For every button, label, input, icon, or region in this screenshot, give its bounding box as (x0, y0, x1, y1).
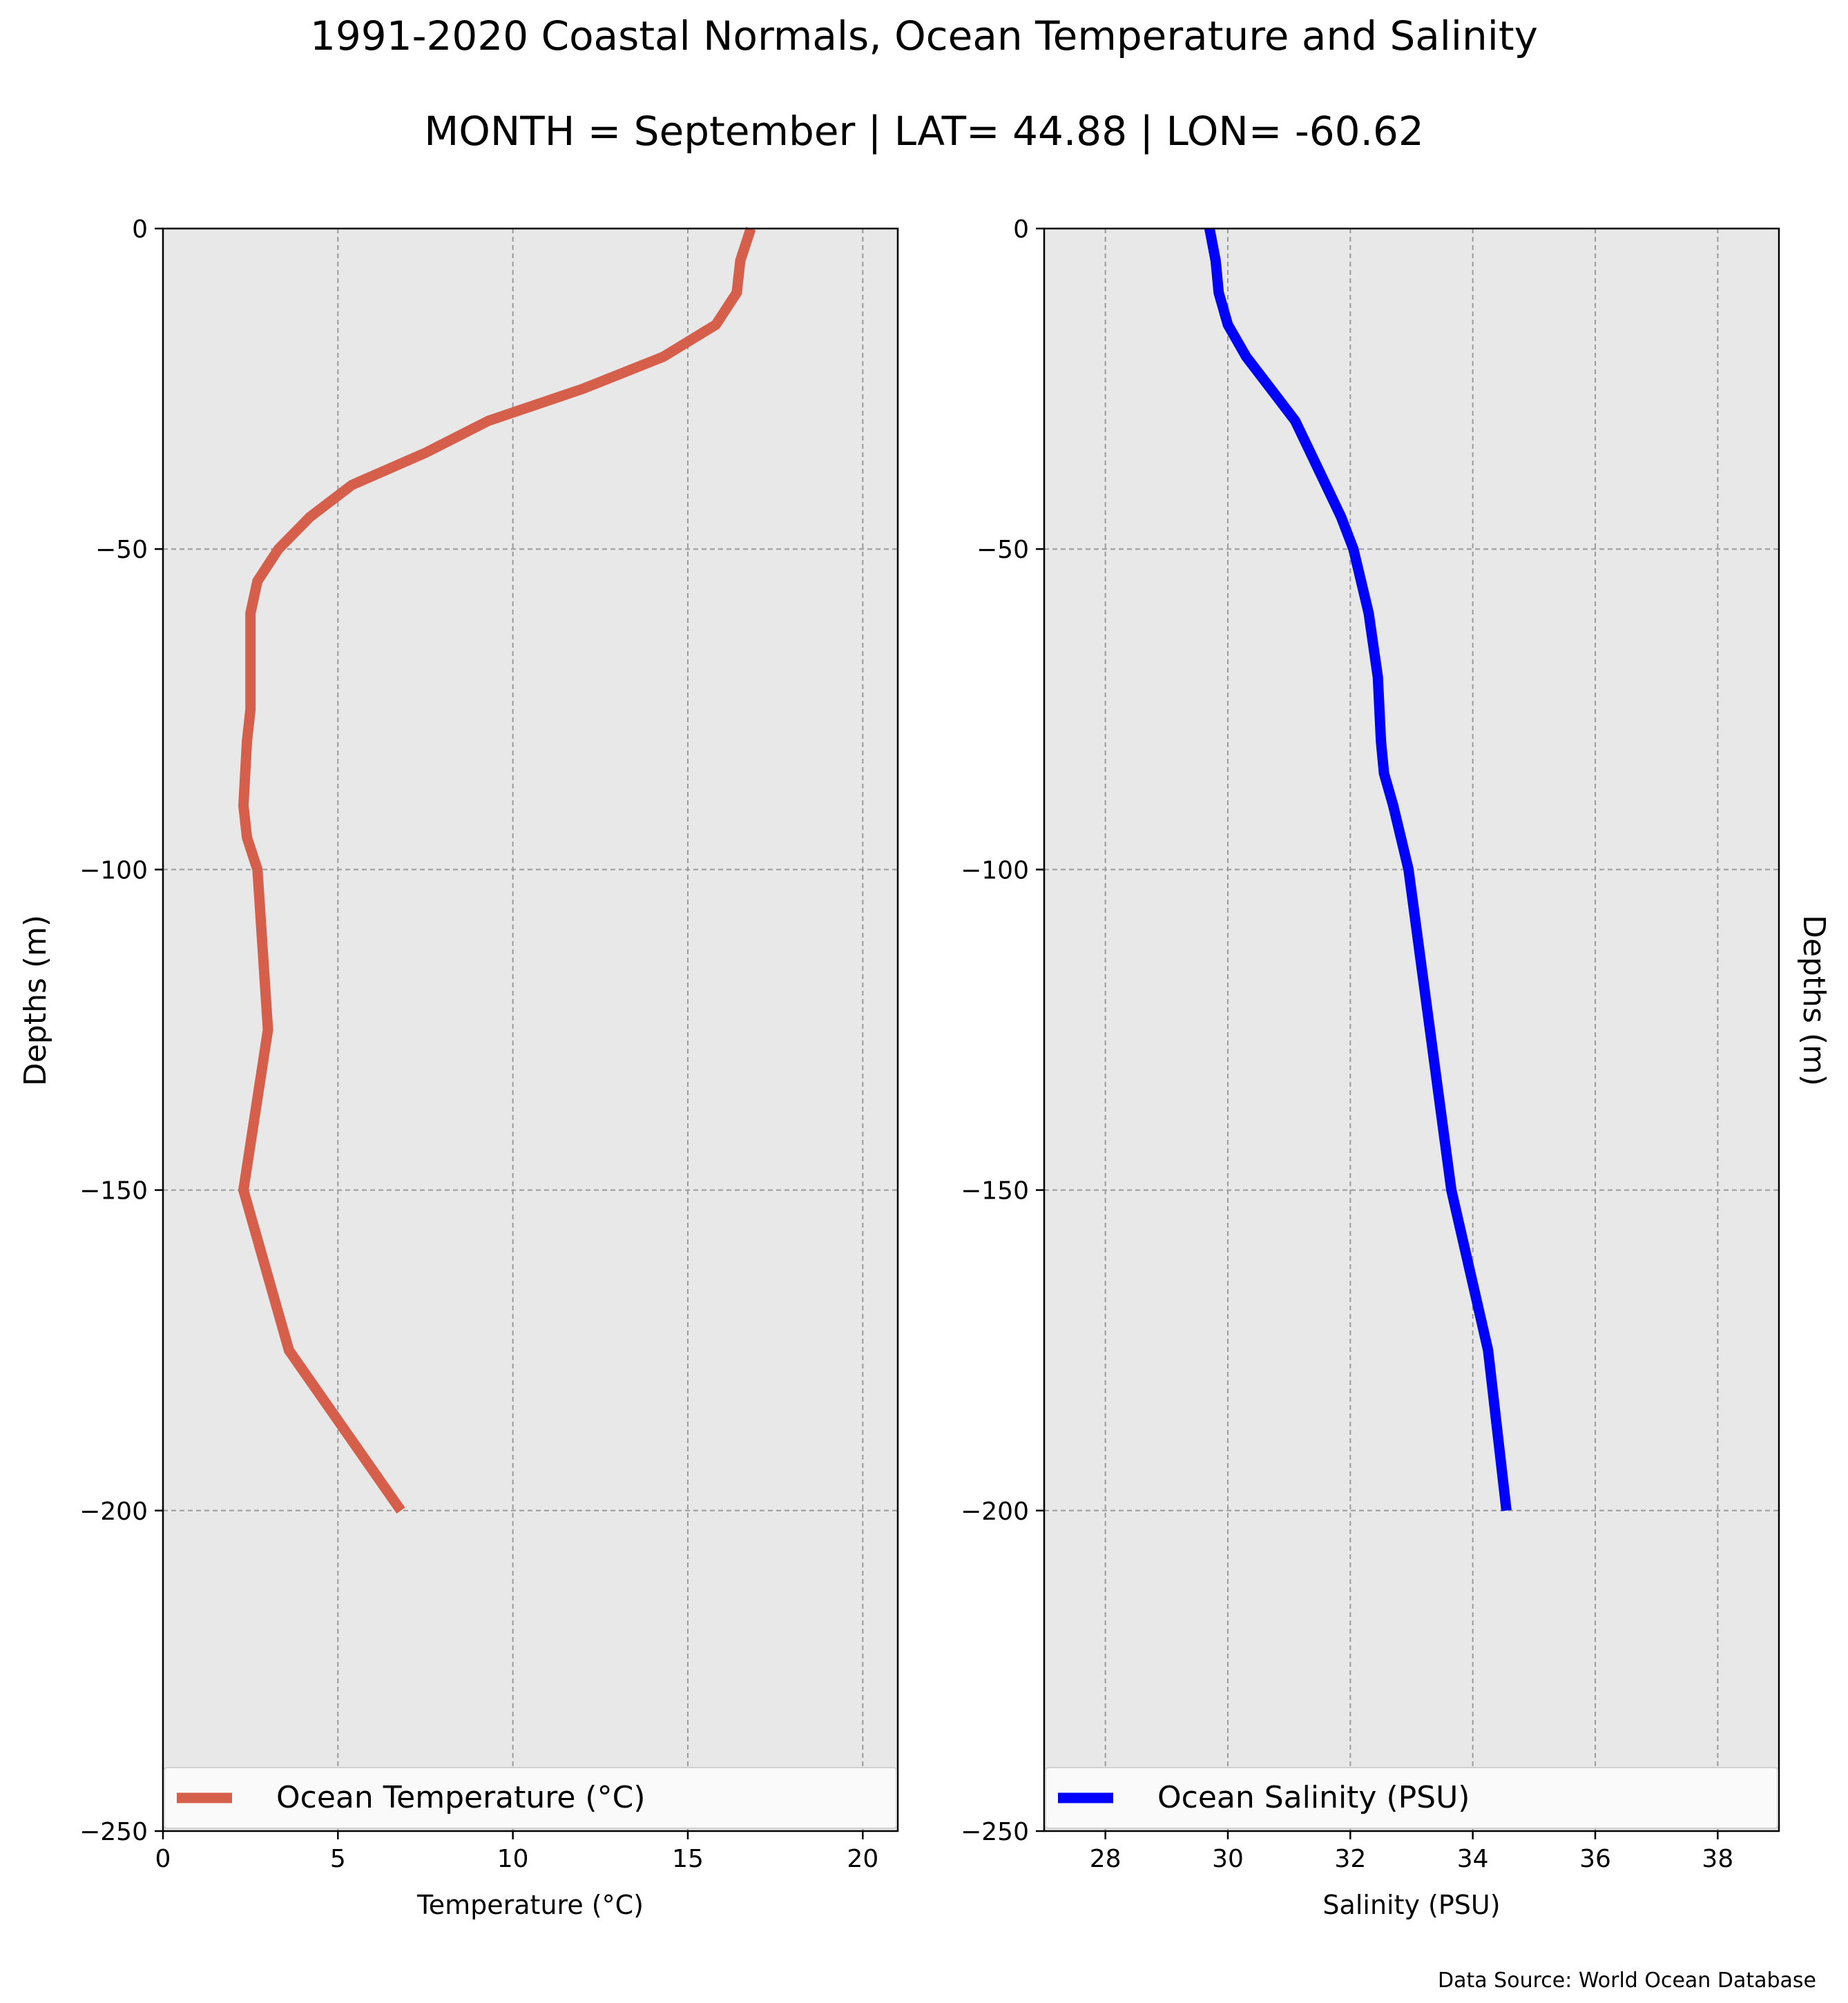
temperature-y-tick-label: −50 (95, 536, 148, 564)
temperature-legend: Ocean Temperature (°C) (164, 1767, 897, 1829)
figure-title: 1991-2020 Coastal Normals, Ocean Tempera… (310, 12, 1538, 59)
salinity-x-tick-label: 38 (1702, 1845, 1733, 1873)
salinity-chart: 28 30 32 34 36 38 0 −50 −100 −150 −200 −250 Salinity… (961, 215, 1780, 1920)
temperature-series-line (238, 226, 756, 1514)
salinity-x-tick-label: 28 (1090, 1845, 1122, 1873)
temperature-y-tick-label: −250 (79, 1818, 148, 1846)
salinity-axes-frame (1043, 227, 1780, 1832)
temperature-y-tick-label: −100 (79, 856, 148, 884)
temperature-y-tick-label: −150 (79, 1177, 148, 1206)
temperature-plot-area (163, 229, 898, 1831)
temperature-x-tick-label: 20 (847, 1845, 878, 1873)
temperature-x-tick-label: 0 (155, 1845, 171, 1873)
salinity-plot-area (1044, 229, 1779, 1831)
temperature-x-tick-label: 5 (330, 1845, 346, 1873)
salinity-y-tick-label: −200 (961, 1498, 1029, 1526)
salinity-y-tick-label: 0 (1013, 215, 1029, 244)
temperature-x-axis-label: Temperature (°C) (416, 1890, 644, 1920)
salinity-x-axis-label: Salinity (PSU) (1322, 1890, 1500, 1920)
salinity-x-tick-label: 32 (1334, 1845, 1366, 1873)
salinity-legend: Ocean Salinity (PSU) (1045, 1767, 1778, 1829)
left-y-axis-label: Depths (m) (18, 915, 53, 1086)
temperature-y-tick-label: 0 (132, 215, 148, 244)
salinity-y-tick-label: −100 (961, 856, 1029, 884)
temperature-legend-label: Ocean Temperature (°C) (276, 1780, 646, 1815)
salinity-x-tick-label: 34 (1457, 1845, 1489, 1873)
salinity-series-line (1204, 227, 1512, 1511)
temperature-legend-box (164, 1767, 897, 1829)
temperature-axes-frame (162, 227, 899, 1832)
salinity-legend-label: Ocean Salinity (PSU) (1157, 1780, 1470, 1815)
salinity-y-tick-label: −150 (961, 1177, 1029, 1206)
salinity-y-tick-label: −250 (961, 1818, 1029, 1846)
salinity-x-tick-label: 36 (1579, 1845, 1611, 1873)
temperature-x-tick-label: 10 (497, 1845, 529, 1873)
figure-subtitle: MONTH = September | LAT= 44.88 | LON= -6… (424, 108, 1424, 155)
temperature-y-tick-label: −200 (79, 1498, 148, 1526)
salinity-x-tick-label: 30 (1212, 1845, 1244, 1873)
temperature-x-tick-label: 15 (672, 1845, 704, 1873)
source-note: Data Source: World Ocean Database (1438, 1968, 1816, 1993)
salinity-legend-box (1045, 1767, 1778, 1829)
temperature-chart: 0 5 10 15 20 0 −50 −100 −150 −200 −250 Temperature … (79, 215, 899, 1920)
right-y-axis-label: Depths (m) (1796, 915, 1831, 1086)
salinity-y-tick-label: −50 (976, 536, 1029, 564)
